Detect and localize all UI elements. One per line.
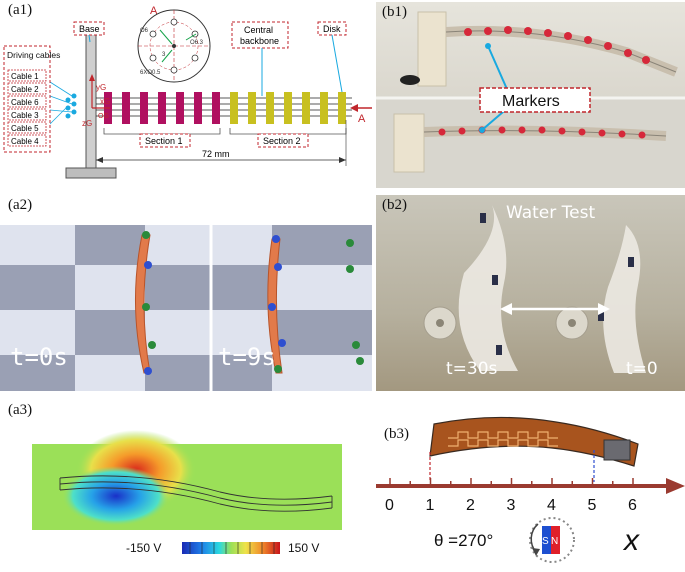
panel-label-b1: (b1) bbox=[382, 4, 407, 20]
backbone-lines bbox=[96, 97, 352, 117]
magnet-n-label: N bbox=[551, 536, 558, 547]
axis-z-label: zG bbox=[82, 119, 92, 128]
ruler-labels: 0 1 2 3 4 5 6 bbox=[385, 497, 637, 514]
beam-outline bbox=[59, 475, 333, 512]
ruler-label: 5 bbox=[588, 497, 597, 514]
panel-label-a1: (a1) bbox=[8, 2, 33, 18]
colorbar-min-label: -150 V bbox=[126, 541, 161, 555]
b2-robot-left bbox=[458, 205, 518, 371]
ruler-label: 6 bbox=[628, 497, 637, 514]
b2-title: Water Test bbox=[506, 203, 596, 223]
a2-time-right: t=9s bbox=[218, 343, 276, 371]
dim-small: 3 bbox=[162, 52, 166, 58]
axis-var-label: x bbox=[622, 524, 640, 557]
ruler-label: 1 bbox=[426, 497, 435, 514]
panel-a1: A yG xG zG OG Driving cables Cable 1 C bbox=[0, 0, 372, 190]
panel-label-b3: (b3) bbox=[384, 426, 409, 442]
ruler-label: 2 bbox=[466, 497, 475, 514]
magnet-n-half bbox=[551, 526, 560, 554]
section1-rings bbox=[104, 92, 220, 124]
ruler-label: 4 bbox=[547, 497, 556, 514]
panel-label-a3: (a3) bbox=[8, 402, 33, 418]
a1-schematic: A yG xG zG OG Driving cables Cable 1 C bbox=[3, 5, 372, 179]
panel-b3: 0 1 2 3 4 5 6 x θ =270° S N (b3) bbox=[376, 400, 685, 572]
ruler-ticks bbox=[389, 478, 634, 486]
a2-render bbox=[0, 195, 372, 391]
cable-dots bbox=[65, 93, 77, 119]
dim-o6: O6 bbox=[140, 28, 149, 34]
theta-label: θ =270° bbox=[434, 531, 493, 550]
section2-label: Section 2 bbox=[263, 136, 301, 146]
field-negative-lobe bbox=[62, 466, 170, 526]
base-wall bbox=[85, 29, 97, 179]
robot-left-dots bbox=[142, 231, 156, 375]
b1-photo: Markers bbox=[376, 2, 685, 188]
cable-label-1: Cable 1 bbox=[11, 72, 39, 81]
magnet-s-label: S bbox=[542, 536, 549, 547]
checker-floor-left bbox=[0, 225, 210, 391]
dim-o63: O6.3 bbox=[190, 40, 204, 46]
rotation-circle bbox=[529, 517, 575, 563]
backbone-label-line1: Central bbox=[244, 25, 273, 35]
disk-label: Disk bbox=[323, 24, 341, 34]
base-foot bbox=[65, 167, 117, 179]
length-label: 72 mm bbox=[202, 149, 230, 159]
panel-b2: (b2) Water Test t=30s t=0 bbox=[376, 195, 685, 391]
colorbar bbox=[182, 542, 280, 554]
magnet-s-half bbox=[542, 526, 551, 554]
ruler-label: 3 bbox=[507, 497, 516, 514]
markers-label: Markers bbox=[502, 93, 560, 110]
panel-b1: Markers (b1) bbox=[376, 2, 685, 188]
cable-label-4: Cable 4 bbox=[11, 137, 39, 146]
panel-a3: -150 V 150 V (a3) bbox=[0, 400, 372, 572]
cable-label-2: Cable 2 bbox=[11, 85, 39, 94]
ruler-label: 0 bbox=[385, 497, 394, 514]
section2-rings bbox=[230, 92, 346, 124]
driving-cables-label: Driving cables bbox=[7, 50, 60, 60]
axis-y-label: yG bbox=[96, 83, 106, 92]
cable-list: Cable 1 Cable 2 Cable 6 Cable 3 Cable 5 … bbox=[7, 69, 47, 147]
section-view-letter: A bbox=[150, 5, 158, 17]
b2-time-right: t=0 bbox=[626, 359, 658, 379]
panel-label-a2: (a2) bbox=[8, 197, 33, 213]
cable-label-5: Cable 5 bbox=[11, 124, 39, 133]
cable-label-6: Cable 6 bbox=[11, 98, 39, 107]
section1-label: Section 1 bbox=[145, 136, 183, 146]
panel-label-b2: (b2) bbox=[382, 197, 407, 213]
b2-photo bbox=[376, 195, 685, 391]
top-marker-dots bbox=[464, 26, 650, 64]
a2-time-left: t=0s bbox=[10, 343, 68, 371]
cable-label-3: Cable 3 bbox=[11, 111, 39, 120]
panel-a2: (a2) t=0s t=9s bbox=[0, 195, 372, 391]
dim-holes: 6XO0.5 bbox=[140, 70, 161, 76]
section-arrow-letter: A bbox=[358, 113, 366, 125]
b3-ruler: 0 1 2 3 4 5 6 x θ =270° S N bbox=[376, 416, 685, 563]
colorbar-max-label: 150 V bbox=[288, 541, 319, 555]
backbone-label-line2: backbone bbox=[240, 36, 279, 46]
b2-time-left: t=30s bbox=[446, 359, 498, 379]
base-label: Base bbox=[79, 24, 100, 34]
a3-field: -150 V 150 V bbox=[32, 430, 342, 555]
b2-robot-right bbox=[603, 225, 646, 373]
b3-robot bbox=[429, 416, 639, 467]
bottom-marker-dots bbox=[438, 126, 646, 139]
origin-label: OG bbox=[98, 113, 109, 120]
robot-right-dots bbox=[268, 235, 364, 373]
axis-x-label: xG bbox=[100, 97, 110, 106]
